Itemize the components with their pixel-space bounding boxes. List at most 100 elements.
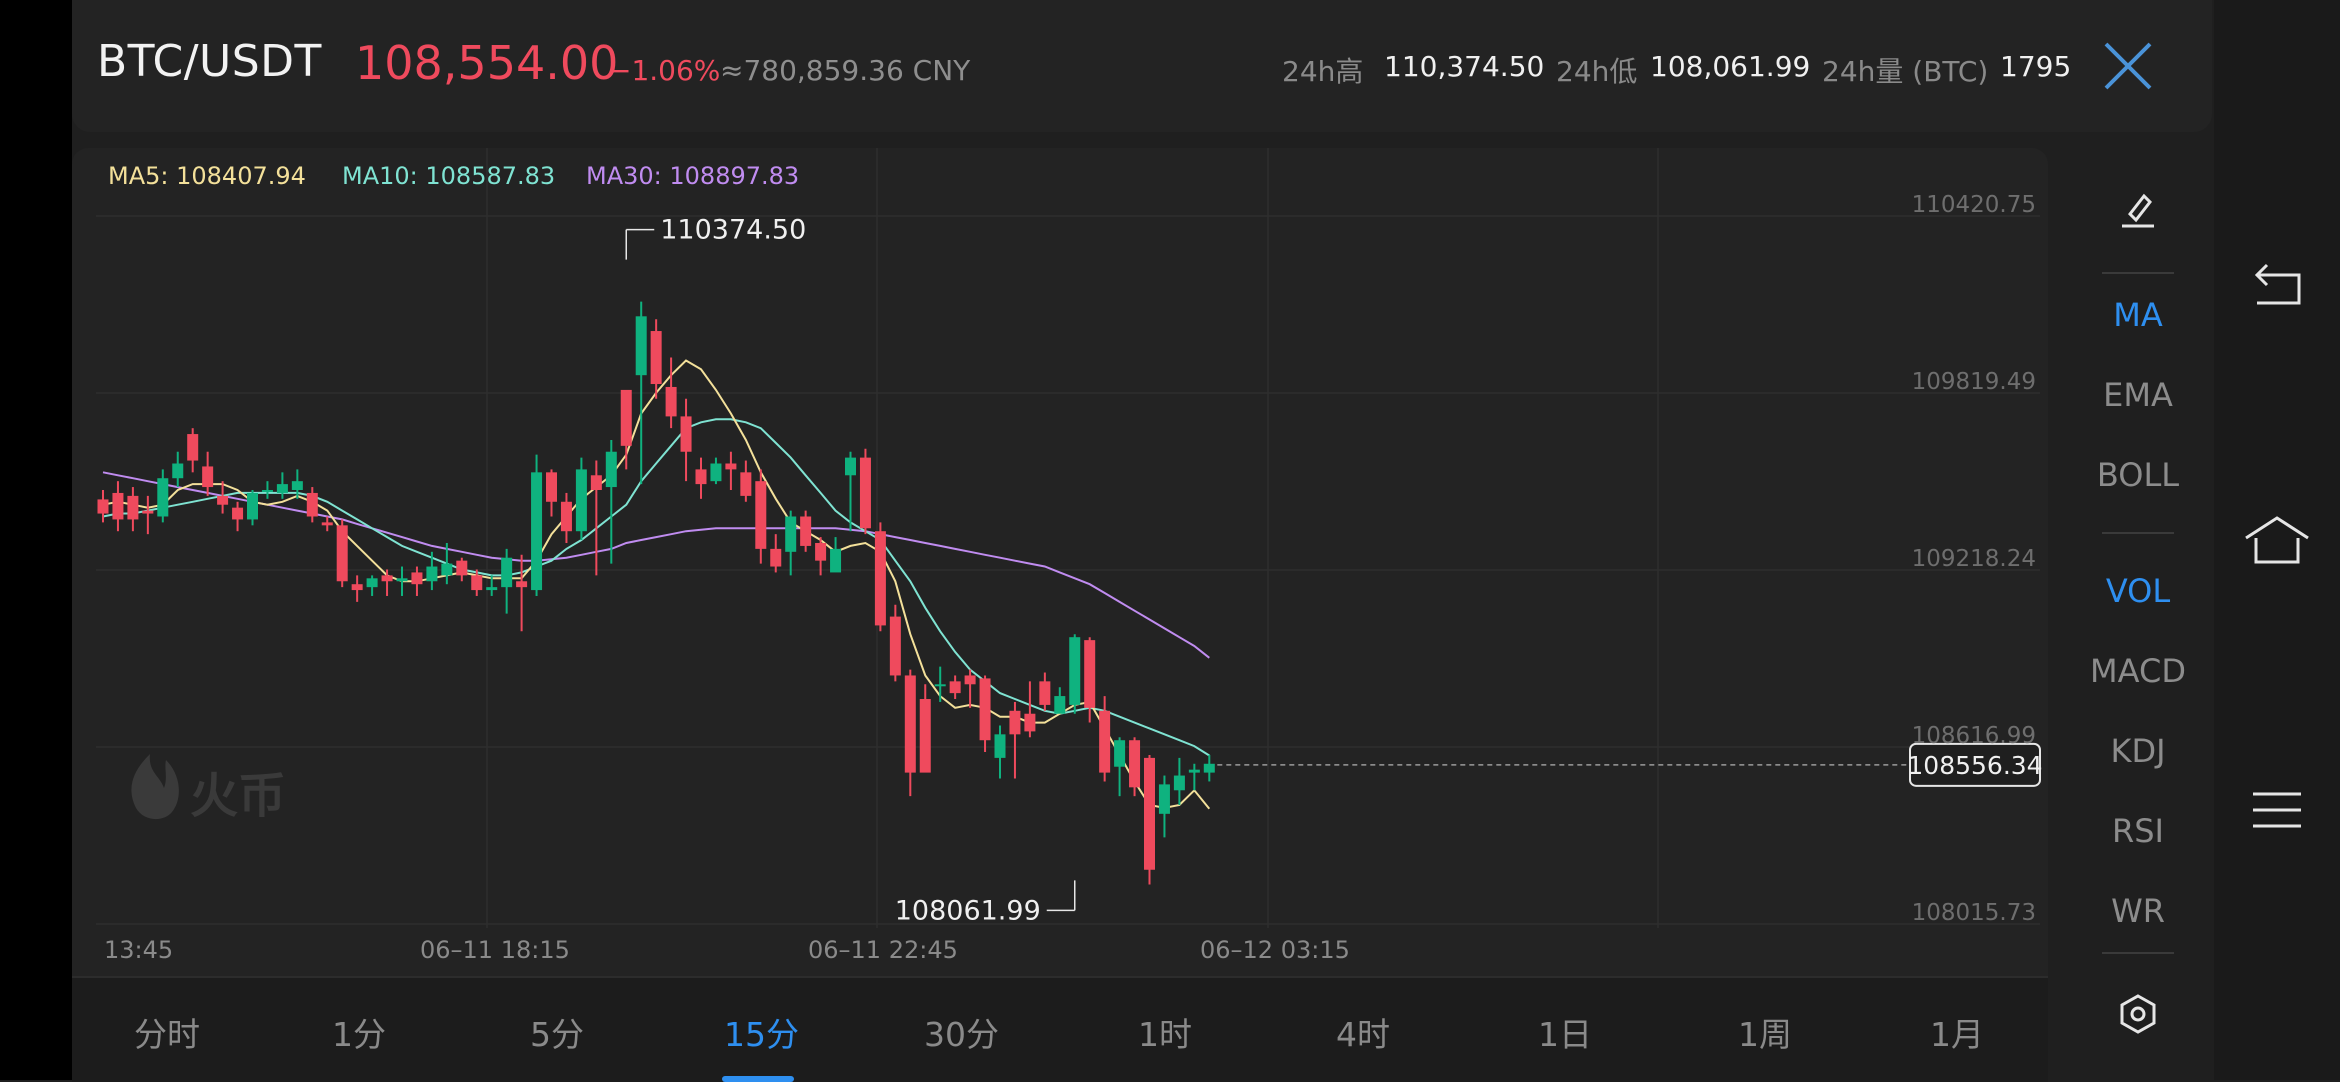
draw-tool-icon[interactable]: [2118, 188, 2158, 232]
timeframe-tab[interactable]: 1月: [1930, 1015, 1984, 1054]
timeframe-tab[interactable]: 分时: [134, 1015, 200, 1054]
candle-down: [1099, 696, 1111, 782]
timeframe-tab[interactable]: 1分: [332, 1015, 386, 1054]
candle-up: [501, 548, 513, 614]
candle-down: [800, 510, 812, 552]
chart-annotations: 110374.50 108061.99 108556.34: [625, 215, 2043, 926]
candle-body: [1114, 740, 1126, 767]
candle-down: [979, 675, 991, 753]
home-icon[interactable]: [2237, 500, 2317, 580]
candle-body: [426, 566, 438, 582]
ma-legend: MA5: 108407.94 MA10: 108587.83 MA30: 108…: [108, 162, 799, 190]
candle-body: [306, 492, 318, 517]
x-tick-label: 06–11 18:15: [420, 936, 570, 964]
price-cny: ≈780,859.36 CNY: [720, 54, 971, 87]
candle-up: [605, 439, 617, 564]
candle-down: [680, 398, 692, 482]
candle-body: [605, 451, 617, 488]
y-tick-label: 109218.24: [1912, 546, 2036, 572]
candle-body: [291, 481, 303, 490]
timeframe-tab[interactable]: 5分: [530, 1015, 584, 1054]
timeframe-tab[interactable]: 15分: [724, 1015, 799, 1054]
candle-up: [934, 666, 946, 702]
candle-up: [396, 566, 408, 596]
candle-down: [142, 495, 154, 535]
candle-body: [1099, 710, 1111, 773]
trading-pair[interactable]: BTC/USDT: [97, 36, 322, 87]
candle-body: [142, 510, 154, 514]
kline-chart[interactable]: 火币 110374.50 108061.99 108556.34 110420.75…: [72, 148, 2048, 976]
candle-body: [845, 457, 856, 476]
candle-body: [1129, 740, 1141, 788]
candle-up: [710, 457, 722, 485]
x-tick-label: 13:45: [104, 936, 173, 964]
candle-up: [426, 551, 438, 591]
candle-body: [366, 578, 378, 588]
candles: [97, 301, 1215, 885]
high-24h-label: 24h高: [1282, 55, 1364, 88]
last-price-box: [1909, 742, 2041, 787]
indicator-ema[interactable]: EMA: [2103, 376, 2173, 414]
candle-body: [486, 587, 498, 591]
candle-up: [172, 451, 184, 488]
candle-up: [441, 542, 453, 585]
candle-body: [830, 548, 842, 573]
menu-divider: [2102, 272, 2174, 274]
candle-body: [112, 492, 124, 520]
candle-body: [172, 463, 184, 479]
indicator-vol[interactable]: VOL: [2105, 572, 2171, 610]
candle-down: [770, 534, 782, 573]
ma30-legend: MA30: 108897.83: [586, 162, 799, 190]
candle-up: [994, 725, 1006, 779]
candle-body: [590, 475, 602, 490]
candle-body: [1054, 696, 1066, 714]
timeframe-tab[interactable]: 1周: [1738, 1015, 1792, 1054]
indicator-boll[interactable]: BOLL: [2096, 456, 2180, 494]
close-icon[interactable]: [2100, 38, 2156, 94]
candle-body: [187, 434, 199, 461]
candle-body: [217, 495, 229, 505]
y-tick-label: 108616.99: [1912, 723, 2036, 749]
timeframe-tab[interactable]: 1时: [1138, 1015, 1192, 1054]
candle-up: [261, 481, 273, 499]
back-icon[interactable]: [2237, 246, 2317, 326]
settings-icon[interactable]: [2118, 994, 2158, 1034]
timeframe-tab[interactable]: 1日: [1538, 1015, 1592, 1054]
candle-body: [381, 575, 393, 582]
x-axis-labels: 13:45 06–11 18:15 06–11 22:45 06–12 03:15: [104, 936, 1350, 964]
candle-body: [247, 492, 258, 520]
candle-up: [291, 469, 303, 499]
indicator-macd[interactable]: MACD: [2090, 652, 2186, 690]
timeframe-tab[interactable]: 30分: [924, 1015, 999, 1054]
menu-divider: [2102, 532, 2174, 534]
candle-up: [157, 469, 169, 523]
candle-body: [1084, 640, 1096, 708]
candle-down: [321, 516, 333, 532]
candle-body: [1203, 763, 1215, 773]
candle-body: [157, 478, 169, 517]
candle-body: [411, 572, 423, 585]
candle-body: [740, 472, 752, 496]
candle-down: [919, 684, 931, 773]
candle-up: [785, 510, 797, 576]
candle-body: [202, 466, 214, 488]
last-price: 108,554.00: [355, 36, 619, 90]
candle-down: [1129, 737, 1141, 797]
indicator-ma[interactable]: MA: [2113, 296, 2163, 334]
candle-up: [531, 454, 543, 596]
menu-icon[interactable]: [2237, 770, 2317, 850]
candlestick-chart[interactable]: 火币 110374.50 108061.99 108556.34 110420.75…: [72, 148, 2048, 976]
candle-body: [859, 457, 871, 529]
indicator-rsi[interactable]: RSI: [2112, 812, 2164, 850]
candle-down: [859, 448, 871, 535]
candle-body: [97, 499, 109, 514]
candle-body: [994, 734, 1006, 758]
indicator-kdj[interactable]: KDJ: [2110, 732, 2166, 770]
indicator-wr[interactable]: WR: [2111, 892, 2165, 930]
timeframe-tab[interactable]: 4时: [1336, 1015, 1390, 1054]
candle-down: [471, 569, 483, 596]
candle-body: [800, 516, 812, 546]
candle-down: [1144, 754, 1155, 885]
candle-down: [1009, 701, 1021, 779]
timeframe-tabs: 分时 1分 5分 15分 30分 1时 4时 1日 1周 1月: [72, 976, 2048, 1082]
